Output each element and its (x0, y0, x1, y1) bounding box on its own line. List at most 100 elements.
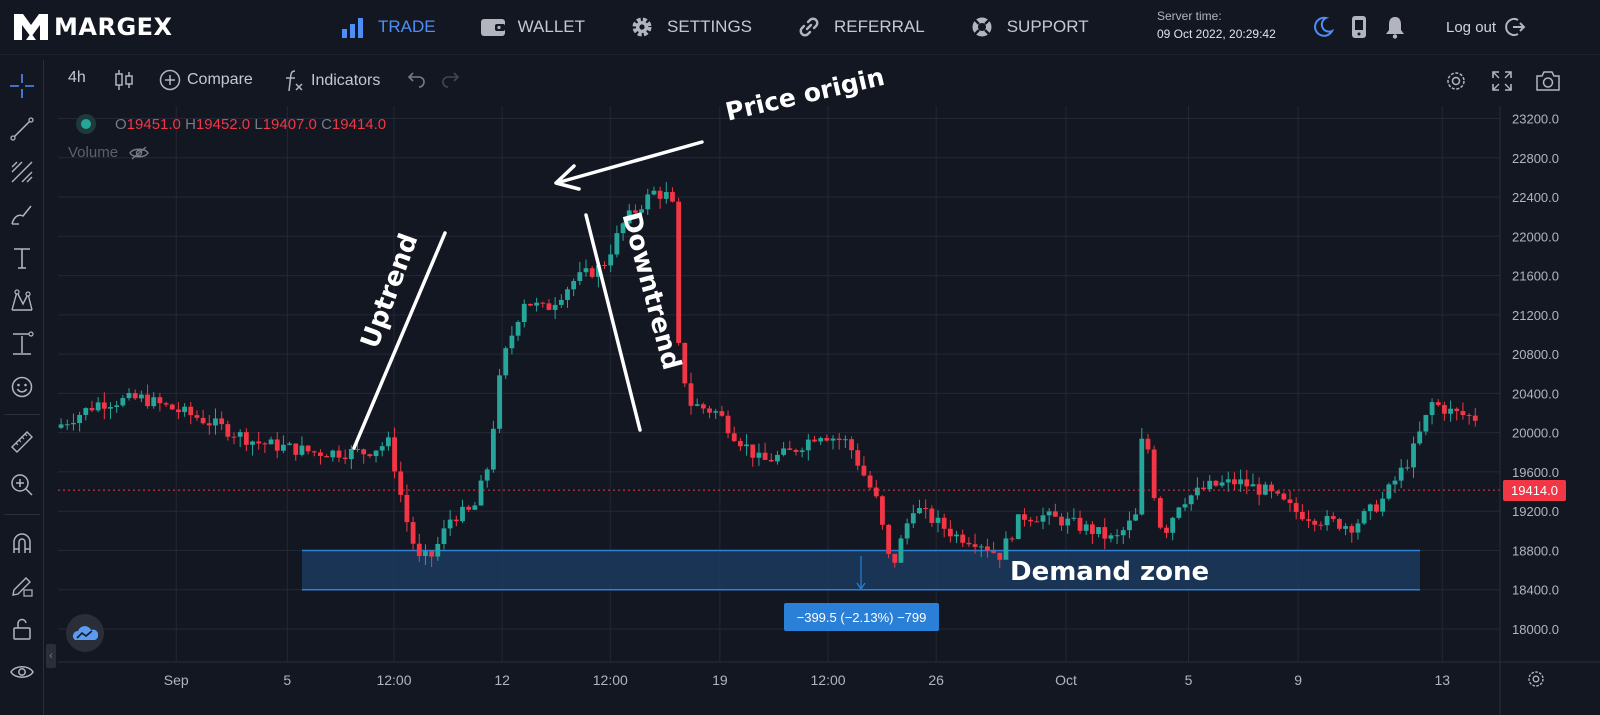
fib-tool[interactable] (6, 156, 38, 188)
ruler-tool[interactable] (6, 426, 38, 458)
axis-settings-gear-icon (1528, 671, 1544, 687)
measure-range-tool[interactable] (6, 328, 38, 360)
nav-settings[interactable]: SETTINGS (629, 15, 752, 39)
candle-body (410, 522, 416, 544)
candle-body (1337, 518, 1342, 529)
nav-referral[interactable]: REFERRAL (796, 15, 925, 39)
undo-button[interactable] (407, 69, 433, 89)
candle-up (472, 502, 478, 510)
tradingview-logo[interactable] (66, 614, 104, 652)
candle-body (268, 439, 274, 445)
link-icon (799, 17, 819, 37)
notifications-button[interactable] (1382, 14, 1408, 40)
emoji-tool[interactable] (6, 371, 38, 403)
candle-down (1318, 521, 1324, 530)
candle-down (1269, 481, 1274, 499)
candle-down (176, 402, 181, 420)
candle-down (1244, 469, 1250, 495)
function-icon (286, 70, 303, 92)
candle-body (1312, 520, 1318, 525)
redo-button[interactable] (440, 69, 466, 89)
candle-body (1442, 405, 1447, 414)
candle-down (274, 431, 280, 459)
candle-body (138, 394, 144, 399)
brush-tool[interactable] (6, 199, 38, 231)
y-axis-tick-label: 18400.0 (1512, 583, 1559, 598)
candle-body (1034, 521, 1040, 523)
magnet-tool[interactable] (6, 527, 38, 559)
candle-body (318, 452, 323, 456)
candle-body (435, 543, 441, 557)
nav-trade[interactable]: TRADE (340, 15, 436, 39)
candle-up (1429, 398, 1435, 425)
theme-toggle[interactable] (1310, 14, 1336, 40)
candle-down (1151, 445, 1157, 501)
fullscreen-button[interactable] (1490, 69, 1514, 98)
candle-down (750, 444, 756, 467)
crosshair-tool[interactable] (6, 70, 38, 102)
candle-body (719, 411, 725, 416)
text-tool[interactable] (6, 242, 38, 274)
candle-body (219, 418, 225, 425)
measure-arrow (856, 582, 866, 591)
series-status-icon[interactable] (76, 114, 96, 134)
candle-up (954, 530, 959, 544)
indicators-button[interactable]: Indicators (283, 69, 380, 93)
candle-up (910, 504, 916, 528)
chart-type-button[interactable] (114, 69, 140, 91)
pattern-tool[interactable] (6, 285, 38, 317)
interval-selector[interactable]: 4h (68, 69, 86, 87)
header-icon-group (1310, 14, 1418, 40)
logout-button[interactable]: Log out (1446, 16, 1526, 38)
candle-up (583, 259, 589, 277)
candle-body (793, 449, 799, 452)
candle-up (509, 326, 515, 355)
candle-body (558, 299, 564, 305)
candle-up (441, 519, 447, 550)
mobile-app-button[interactable] (1346, 14, 1372, 40)
candle-down (1349, 523, 1355, 543)
candle-body (503, 348, 509, 376)
candle-body (620, 223, 626, 234)
candle-body (1040, 515, 1046, 522)
screenshot-button[interactable] (1535, 69, 1561, 98)
candle-body (1380, 498, 1386, 512)
lock-drawings-tool[interactable] (6, 613, 38, 645)
candle-down (682, 342, 688, 388)
candle-body (194, 415, 200, 418)
candle-body (725, 415, 731, 434)
volume-legend[interactable]: Volume (68, 144, 150, 161)
candle-body (1293, 503, 1299, 512)
trendline-tool[interactable] (6, 113, 38, 145)
drawing-mode-tool[interactable] (6, 570, 38, 602)
nav-wallet[interactable]: WALLET (480, 15, 585, 39)
candle-up (1367, 503, 1373, 520)
candle-up (1386, 482, 1392, 501)
candle-down (1028, 517, 1034, 527)
top-navigation-bar: MARGEX TRADE WALLET SETTING (0, 0, 1600, 54)
collapse-toolbar-button[interactable]: ‹ (46, 644, 56, 668)
candle-body (509, 335, 515, 349)
candle-up (756, 443, 762, 466)
last-price-tag: 19414.0 (1503, 480, 1566, 501)
y-axis-tick-label: 19200.0 (1512, 504, 1559, 519)
hide-drawings-tool[interactable] (6, 656, 38, 688)
nav-support[interactable]: SUPPORT (969, 15, 1089, 39)
candle-body (429, 551, 435, 557)
eye-slash-icon[interactable] (128, 145, 150, 161)
chart-settings-button[interactable] (1444, 69, 1468, 98)
low-label: L (254, 116, 263, 133)
brand-logo[interactable]: MARGEX (14, 10, 173, 44)
candle-down (219, 411, 225, 431)
candle-down (342, 449, 348, 464)
candle-up (1343, 523, 1348, 536)
compare-button[interactable]: Compare (159, 69, 253, 91)
zoom-in-tool[interactable] (6, 469, 38, 501)
candle-body (707, 408, 712, 413)
y-axis-tick-label: 19600.0 (1512, 465, 1559, 480)
candle-up (484, 467, 490, 488)
candle-body (892, 553, 898, 563)
low-value: 19407.0 (262, 116, 317, 133)
